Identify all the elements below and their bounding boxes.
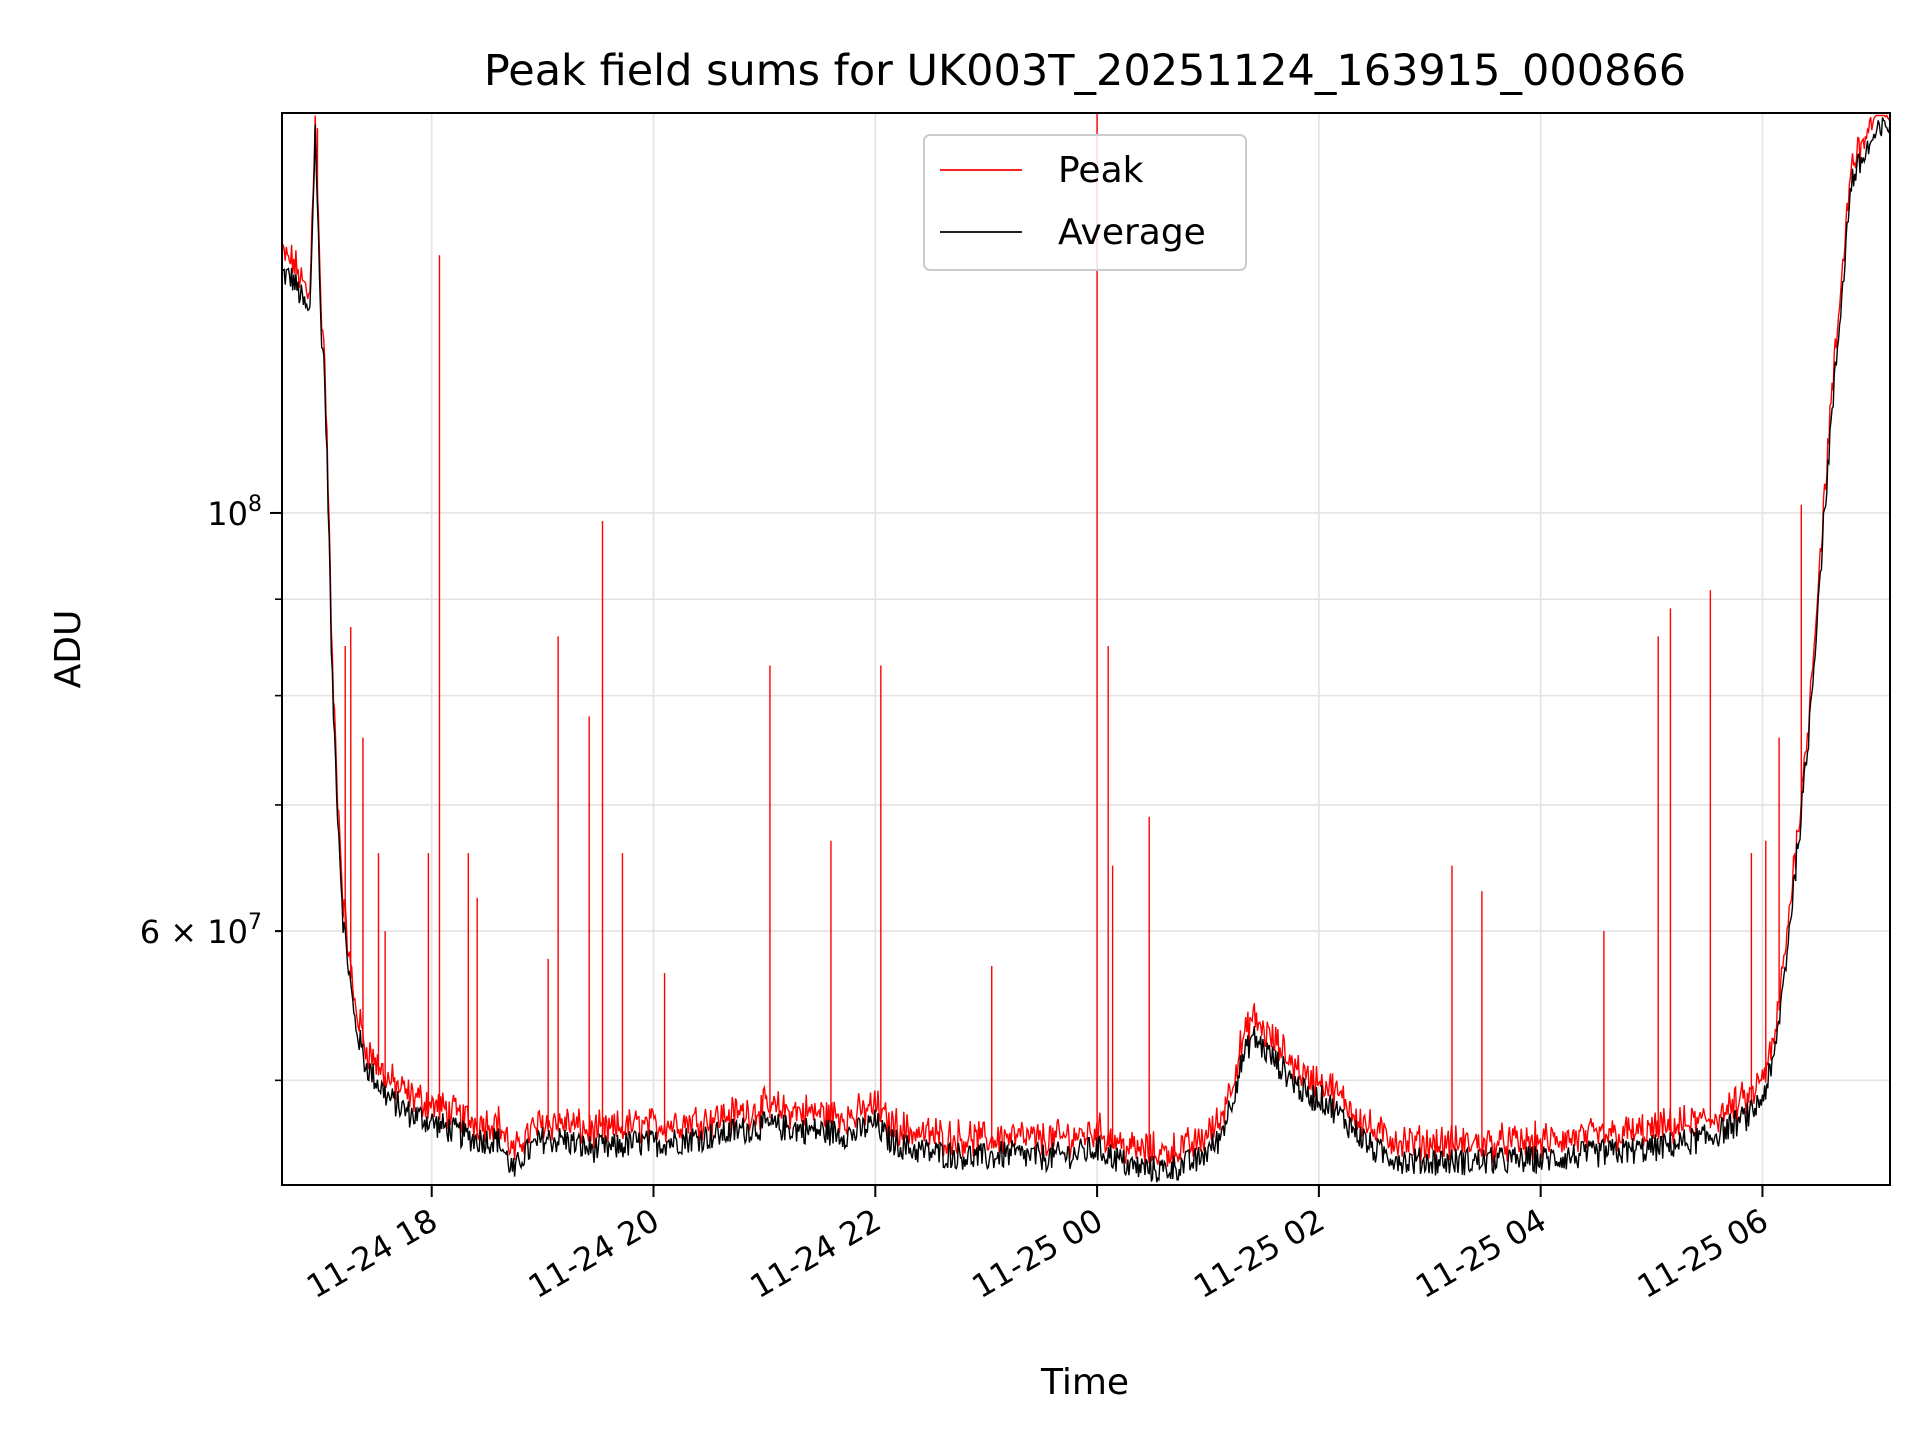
series-peak	[281, 113, 1891, 1170]
legend-peak-label: Peak	[1058, 150, 1144, 191]
plot-frame	[281, 112, 1891, 1186]
x-tick-label: 11-24 18	[300, 1201, 444, 1306]
x-tick-label: 11-24 20	[522, 1201, 666, 1306]
legend-average-label: Average	[1058, 212, 1206, 253]
x-tick-label: 11-25 04	[1409, 1201, 1553, 1306]
y-tick-label: 108	[207, 492, 262, 533]
grid	[282, 113, 1890, 1185]
series-average	[281, 117, 1891, 1183]
x-tick-label: 11-25 00	[965, 1201, 1109, 1306]
peak-line	[281, 114, 1891, 1170]
y-axis: 108 6 × 107	[140, 492, 282, 1082]
x-axis: 11-24 18 11-24 20 11-24 22 11-25 00 11-25 02…	[300, 1185, 1774, 1306]
chart-title: Peak field sums for UK003T_20251124_1639…	[484, 46, 1686, 96]
x-tick-label: 11-24 22	[744, 1201, 888, 1306]
y-axis-label: ADU	[48, 610, 89, 689]
y-tick-label: 6 × 107	[140, 910, 262, 951]
x-tick-label: 11-25 06	[1631, 1201, 1775, 1306]
legend-box	[923, 134, 1247, 271]
x-axis-label: Time	[1040, 1362, 1129, 1403]
legend: Peak Average	[923, 134, 1247, 271]
x-tick-label: 11-25 02	[1187, 1201, 1331, 1306]
series-layer	[281, 113, 1891, 1183]
average-line	[281, 117, 1891, 1183]
